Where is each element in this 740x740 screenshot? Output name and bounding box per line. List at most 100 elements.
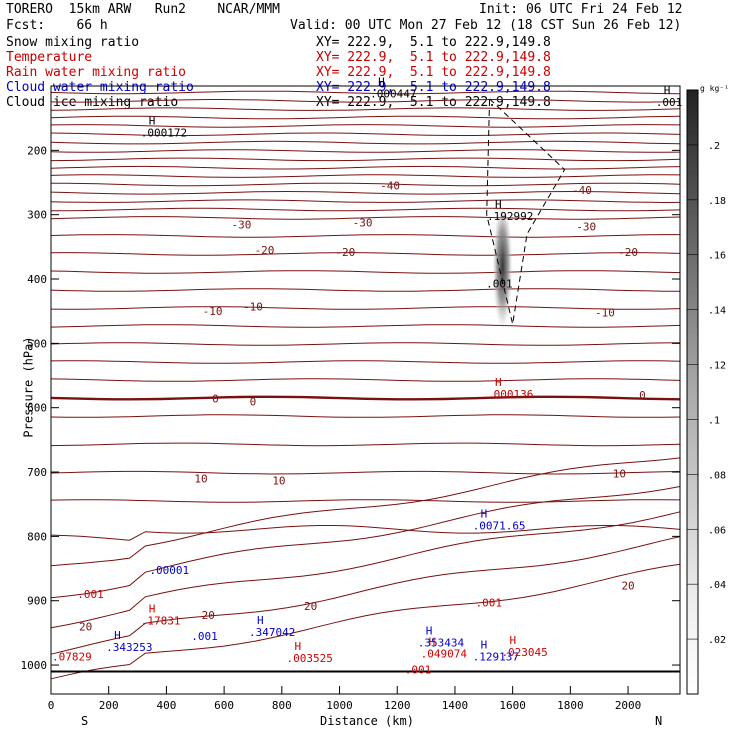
colorbar: .02 .04 .06 .08 .1 .12 .14 .16 .18 .2	[686, 89, 726, 695]
extremum-value: .023045	[501, 646, 547, 659]
extremum-value: .129137	[473, 651, 519, 664]
temperature-label: -20	[255, 244, 275, 257]
y-tick-label: 600	[27, 402, 47, 415]
temperature-label: -20	[618, 246, 638, 259]
temperature-label: 20	[79, 620, 92, 633]
extremum-marker: H	[257, 614, 264, 627]
extremum-marker: H	[481, 507, 488, 520]
colorbar-tick-label: .14	[708, 306, 726, 317]
isotherm-line	[50, 324, 681, 328]
extremum-marker: H	[429, 635, 436, 648]
temperature-label: -30	[231, 218, 251, 231]
plot-area: -40 -40 -30 -30 -30 -20 -20 -20 -10 -10 -10 0 0 0 10 10…	[50, 76, 683, 680]
extremum-value: .001	[656, 96, 683, 109]
x-tick-label: 1600	[499, 699, 526, 712]
extremum-value: .0071.65	[473, 519, 526, 532]
y-tick-label: 300	[27, 209, 47, 222]
isotherm-line	[50, 216, 681, 220]
isotherm-line	[50, 511, 681, 629]
extremum-value: .07829	[52, 651, 92, 664]
temperature-label: 10	[272, 474, 285, 487]
extremum-value: .001	[77, 588, 104, 601]
extremum-value: .001	[191, 630, 218, 643]
isotherm-line	[50, 252, 681, 256]
y-tick-label: 700	[27, 466, 47, 479]
x-tick-label: 400	[156, 699, 176, 712]
colorbar-tick-label: .18	[708, 196, 726, 207]
isotherm-line	[50, 140, 681, 145]
plot-frame	[50, 85, 681, 695]
isotherm-line	[50, 99, 681, 103]
y-axis-label: Pressure (hPa)	[21, 336, 36, 438]
colorbar-unit: g kg⁻¹	[700, 84, 729, 93]
extremum-value: .000447	[370, 88, 416, 101]
init-time: Init: 06 UTC Fri 24 Feb 12	[479, 2, 683, 17]
extremum-value: .000136	[487, 388, 533, 401]
extremum-marker: H	[509, 634, 516, 647]
field-name: Temperature	[6, 50, 93, 65]
isotherm-line	[50, 414, 681, 418]
isotherm-line	[50, 360, 681, 364]
isotherm-line	[51, 207, 681, 212]
colorbar-tick-label: .12	[708, 361, 726, 372]
x-tick-label: 1200	[384, 699, 411, 712]
snow-maximum	[492, 208, 513, 337]
field-name: Cloud water mixing ratio	[6, 80, 194, 95]
isotherm-line	[50, 115, 681, 120]
temperature-label: -40	[380, 180, 400, 193]
temperature-label: 0	[639, 389, 646, 402]
x-tick-label: 1400	[442, 699, 469, 712]
extremum-marker: H	[664, 84, 671, 97]
colorbar-tick-label: .08	[708, 470, 726, 481]
x-tick-label: 0	[48, 699, 55, 712]
isotherm-line	[50, 306, 681, 310]
south-end-label: S	[81, 714, 89, 728]
extremum-value: .003525	[286, 652, 332, 665]
field-xy: XY= 222.9, 5.1 to 222.9,149.8	[316, 65, 551, 80]
isotherm-line	[50, 174, 681, 178]
extremum-value: .001	[405, 663, 432, 676]
field-xy: XY= 222.9, 5.1 to 222.9,149.8	[316, 50, 551, 65]
extremum-marker: H	[149, 114, 156, 127]
isotherm-line	[50, 378, 681, 382]
isotherm-line	[50, 288, 680, 292]
isotherm-line	[50, 486, 681, 599]
extremum-marker: H	[481, 639, 488, 652]
field-xy: XY= 222.9, 5.1 to 222.9,149.8	[316, 35, 551, 50]
extremum-value: .001	[486, 277, 513, 290]
temperature-label: -40	[572, 184, 592, 197]
field-name: Snow mixing ratio	[6, 35, 140, 50]
temperature-label: -10	[203, 305, 223, 318]
north-end-label: N	[655, 714, 663, 728]
isotherm-line	[50, 270, 681, 274]
x-tick-label: 1000	[326, 699, 353, 712]
extremum-marker: H	[294, 640, 301, 653]
temperature-label: 10	[613, 467, 626, 480]
colorbar-tick-label: .1	[708, 415, 720, 426]
isotherm-line	[50, 149, 681, 153]
isotherm-line	[50, 342, 681, 346]
isotherm-line	[51, 182, 681, 187]
extremum-value: .353434	[418, 636, 465, 649]
temperature-label: -10	[243, 301, 263, 314]
x-tick-label: 600	[214, 699, 234, 712]
isotherm-line	[50, 442, 681, 447]
x-tick-label: 200	[99, 699, 119, 712]
isotherm-line	[50, 525, 681, 541]
x-tick-label: 2000	[615, 699, 642, 712]
forecast-hour: Fcst: 66 h	[6, 18, 108, 33]
isotherm-line	[50, 132, 681, 136]
isotherm-line	[50, 124, 681, 128]
isotherm-line	[50, 157, 681, 162]
colorbar-tick-label: .02	[708, 635, 726, 646]
colorbar-tick-label: .2	[708, 141, 720, 152]
isotherm-line	[50, 395, 681, 401]
temperature-label: -30	[353, 216, 373, 229]
temperature-label: 20	[621, 579, 634, 592]
x-tick-label: 800	[272, 699, 292, 712]
colorbar-scale	[686, 89, 699, 695]
field-name: Rain water mixing ratio	[6, 65, 187, 80]
extremum-marker: H	[426, 624, 433, 637]
